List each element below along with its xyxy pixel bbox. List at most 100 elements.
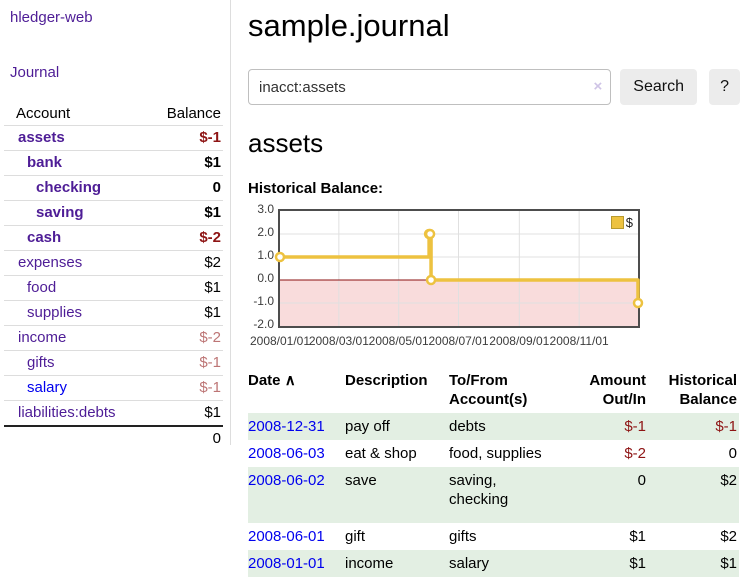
page-title: sample.journal	[248, 8, 450, 43]
account-row: expenses $2	[4, 250, 223, 276]
account-row: income $-2	[4, 325, 223, 351]
account-balance: $-1	[140, 375, 223, 401]
nav-journal-link[interactable]: Journal	[10, 64, 60, 81]
y-axis-tick-label: 2.0	[257, 225, 274, 239]
account-balance: $1	[140, 275, 223, 301]
chart-plot-area[interactable]: $	[274, 209, 644, 328]
account-row: gifts $-1	[4, 350, 223, 376]
accounts-header-balance: Balance	[140, 102, 223, 126]
account-row: bank $1	[4, 150, 223, 176]
transaction-amount: $1	[629, 528, 646, 545]
transaction-historical-balance: $2	[720, 528, 737, 545]
chart-line-svg	[274, 211, 644, 326]
transaction-historical-balance: $2	[720, 472, 737, 489]
account-link[interactable]: expenses	[18, 254, 83, 271]
accounts-header-account: Account	[4, 102, 141, 126]
account-link[interactable]: bank	[27, 154, 63, 171]
transaction-date-link[interactable]: 2008-01-01	[248, 555, 325, 572]
account-row: liabilities:debts $1	[4, 400, 223, 427]
register-header-amount: Amount Out/In	[589, 372, 646, 408]
y-axis-tick-label: 3.0	[257, 202, 274, 216]
search-input[interactable]	[248, 69, 612, 105]
account-link[interactable]: income	[18, 329, 67, 346]
transaction-historical-balance: $1	[720, 555, 737, 572]
register-header-accounts: To/From Account(s)	[449, 372, 528, 408]
transaction-amount: $1	[629, 555, 646, 572]
transaction-accounts: saving, checking	[449, 472, 509, 508]
account-link[interactable]: checking	[36, 179, 102, 196]
register-header-date[interactable]: Date ∧	[248, 372, 296, 389]
transaction-historical-balance: $-1	[715, 418, 737, 435]
transaction-description: save	[345, 472, 377, 489]
historical-balance-chart: $ 3.0 2.0 1.0 0.0 -1.0 -2.0 2008/01/01 2008/03/…	[248, 202, 740, 352]
x-axis-tick-label: 2008/05/01	[368, 334, 429, 348]
register-header-description: Description	[345, 372, 428, 389]
account-balance: $-2	[140, 325, 223, 351]
accounts-table: Account Balance assets $-1 bank $1 checking 0…	[4, 102, 223, 451]
help-button[interactable]: ?	[709, 69, 741, 105]
account-row: salary $-1	[4, 375, 223, 401]
account-row: supplies $1	[4, 300, 223, 326]
register-row: 2008-06-03 eat & shop food, supplies $-2 0	[248, 440, 739, 467]
account-balance: $-1	[140, 125, 223, 151]
clear-search-icon[interactable]: ×	[593, 78, 603, 95]
accounts-total: 0	[140, 425, 223, 451]
x-axis-tick-label: 2008/01/01	[249, 334, 311, 348]
y-axis-tick-label: 1.0	[257, 248, 274, 262]
legend-label: $	[625, 215, 633, 230]
legend-swatch-icon	[610, 216, 624, 229]
chart-legend: $	[608, 214, 635, 231]
account-row: assets $-1	[4, 125, 223, 151]
transaction-accounts: debts	[449, 418, 486, 435]
account-balance: $1	[140, 400, 223, 427]
y-axis-tick-label: -2.0	[253, 317, 274, 331]
accounts-total-row: 0	[4, 425, 223, 451]
account-link[interactable]: salary	[27, 379, 68, 396]
transaction-date-link[interactable]: 2008-12-31	[248, 418, 325, 435]
account-link[interactable]: cash	[27, 229, 62, 246]
register-table: Date ∧ Description To/From Account(s) Am…	[248, 369, 739, 577]
transaction-date-link[interactable]: 2008-06-02	[248, 472, 325, 489]
account-link[interactable]: food	[27, 279, 57, 296]
account-balance: $1	[140, 150, 223, 176]
account-heading: assets	[248, 128, 324, 158]
search-button[interactable]: Search	[620, 69, 698, 105]
transaction-accounts: gifts	[449, 528, 477, 545]
account-row: cash $-2	[4, 225, 223, 251]
account-balance: $2	[140, 250, 223, 276]
sidebar: hledger-web Journal Account Balance asse…	[0, 0, 231, 451]
account-link[interactable]: gifts	[27, 354, 55, 371]
account-balance: $1	[140, 300, 223, 326]
account-row: saving $1	[4, 200, 223, 226]
register-row: 2008-12-31 pay off debts $-1 $-1	[248, 413, 739, 440]
chart-title: Historical Balance:	[248, 180, 384, 197]
transaction-date-link[interactable]: 2008-06-03	[248, 445, 325, 462]
account-link[interactable]: saving	[36, 204, 84, 221]
x-axis-tick-label: 2008/11/01	[549, 334, 609, 348]
transaction-amount: 0	[637, 472, 646, 489]
app-logo-link[interactable]: hledger-web	[10, 9, 93, 26]
register-row: 2008-06-02 save saving, checking 0 $2	[248, 467, 739, 523]
transaction-amount: $-2	[624, 445, 646, 462]
x-axis-tick-label: 2008/07/01	[428, 334, 489, 348]
transaction-historical-balance: 0	[728, 445, 737, 462]
transaction-description: eat & shop	[345, 445, 417, 462]
transaction-amount: $-1	[624, 418, 646, 435]
y-axis-tick-label: -1.0	[253, 294, 274, 308]
transaction-accounts: salary	[449, 555, 490, 572]
main-content: sample.journal × Search ? assets Histori…	[248, 0, 741, 577]
register-row: 2008-01-01 income salary $1 $1	[248, 550, 739, 577]
transaction-description: income	[345, 555, 394, 572]
register-row: 2008-06-01 gift gifts $1 $2	[248, 523, 739, 550]
account-link[interactable]: supplies	[27, 304, 83, 321]
y-axis-tick-label: 0.0	[257, 271, 274, 285]
transaction-date-link[interactable]: 2008-06-01	[248, 528, 325, 545]
account-row: food $1	[4, 275, 223, 301]
account-link[interactable]: assets	[18, 129, 65, 146]
account-balance: 0	[140, 175, 223, 201]
x-axis-tick-label: 2008/09/01	[489, 334, 550, 348]
account-link[interactable]: liabilities:debts	[18, 404, 116, 421]
x-axis-tick-label: 2008/03/01	[308, 334, 369, 348]
transaction-description: pay off	[345, 418, 390, 435]
transaction-description: gift	[345, 528, 366, 545]
